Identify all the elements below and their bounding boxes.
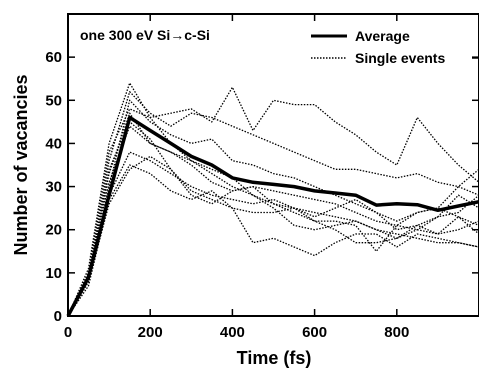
y-tick-label: 50 [45,92,62,109]
x-tick-label: 400 [220,324,245,341]
single-event-line [67,121,479,317]
legend: Average Single events [311,28,479,66]
legend-label-average: Average [355,28,410,44]
single-event-line [67,164,479,317]
single-event-line [67,91,479,317]
single-event-line [67,151,479,317]
x-tick-label: 600 [302,324,327,341]
y-tick-label: 10 [45,265,62,282]
y-tick-label: 0 [54,308,62,325]
y-tick-label: 20 [45,222,62,239]
annotation-text: one 300 eV Si→c-Si [80,27,210,43]
series-lines [66,82,479,317]
y-axis-label: Number of vacancies [11,74,31,255]
x-axis-ticks: 0 200 400 600 800 [64,14,409,341]
single-event-line [67,86,479,317]
y-tick-label: 30 [45,179,62,196]
single-event-line [67,155,479,317]
y-tick-label: 40 [45,135,62,152]
y-tick-label: 60 [45,49,62,66]
y-axis-ticks: 0 10 20 30 40 50 60 [45,49,479,325]
single-event-line [67,99,479,317]
x-tick-label: 200 [138,324,163,341]
x-axis-label: Time (fs) [237,348,312,368]
plot-frame [67,13,479,317]
average-line [66,115,479,317]
legend-label-single-events: Single events [355,50,445,66]
single-event-line [67,125,479,317]
x-tick-label: 0 [64,324,72,341]
x-tick-label: 800 [384,324,409,341]
